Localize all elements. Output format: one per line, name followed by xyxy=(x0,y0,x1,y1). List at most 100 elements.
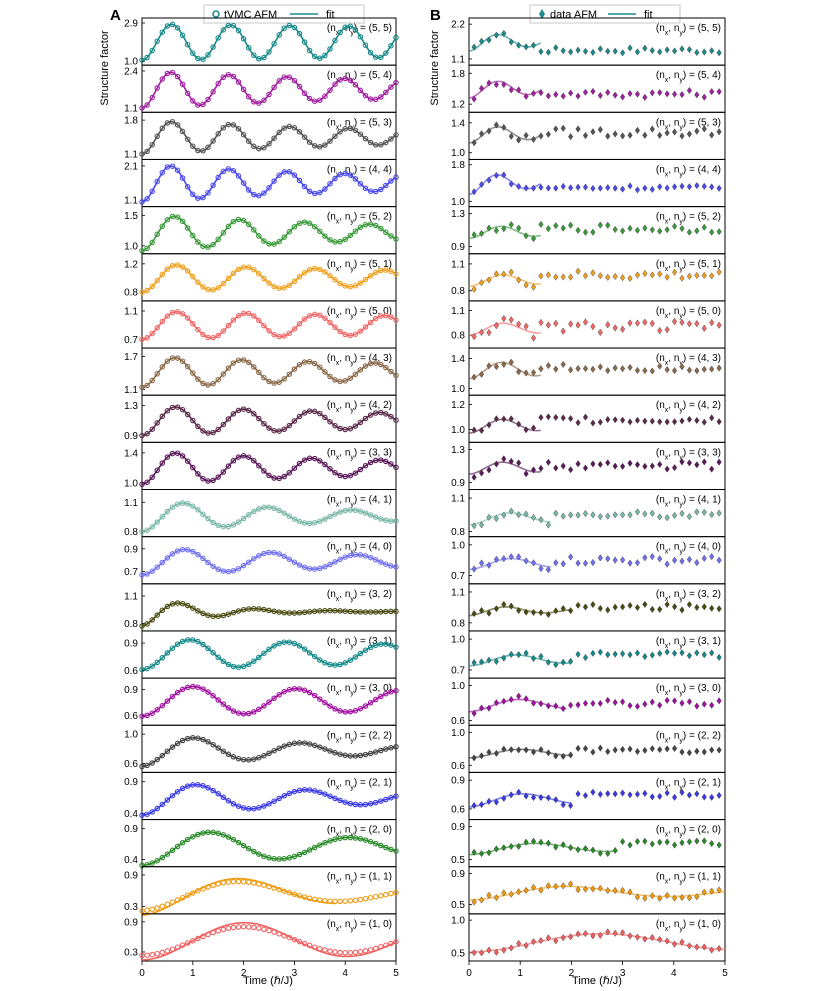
panel-a-point-1-29 xyxy=(286,74,293,80)
panel-b-point-6-10 xyxy=(545,321,551,329)
panel-a-point-5-32 xyxy=(301,269,308,276)
panel-b-point-0-3 xyxy=(493,31,499,39)
panel-b-point-3-27 xyxy=(672,183,678,191)
panel-a-point-14-27 xyxy=(276,691,282,698)
panel-a-point-7-36 xyxy=(322,369,328,375)
panel-b-ytick-label-10-1: 0.8 xyxy=(451,527,465,538)
panel-b-point-0-21 xyxy=(627,44,633,52)
panel-b-subplot-11: 1.00.7(nx, ny) = (4, 0) xyxy=(451,536,726,585)
panel-a-point-15-2 xyxy=(149,760,155,766)
panel-a-point-1-30 xyxy=(291,77,298,84)
panel-b-point-6-13 xyxy=(568,320,574,328)
panel-a-point-17-26 xyxy=(271,855,277,862)
panel-a-point-5-27 xyxy=(276,285,282,291)
panel-a-point-6-34 xyxy=(311,311,318,318)
panel-b-point-18-18 xyxy=(605,886,611,895)
panel-a-point-17-11 xyxy=(195,831,201,838)
panel-b-point-7-30 xyxy=(694,367,700,375)
panel-a-point-15-27 xyxy=(276,745,282,752)
panel-a-point-15-20 xyxy=(240,756,247,763)
panel-a-point-13-23 xyxy=(256,654,262,661)
panel-a-point-0-46 xyxy=(372,54,379,60)
panel-b-point-1-2 xyxy=(486,79,492,87)
panel-a-point-6-17 xyxy=(225,322,232,329)
panel-a-point-10-32 xyxy=(301,520,308,526)
panel-a-point-11-37 xyxy=(327,561,333,568)
panel-a-point-12-9 xyxy=(184,602,191,609)
panel-b-point-15-24 xyxy=(649,745,655,753)
panel-b-point-5-33 xyxy=(716,268,722,276)
panel-b-point-14-28 xyxy=(679,699,685,707)
panel-a-point-5-43 xyxy=(357,280,364,286)
panel-b-point-17-0 xyxy=(471,848,477,856)
panel-a-point-14-29 xyxy=(286,686,293,693)
panel-a-point-6-3 xyxy=(154,325,160,331)
panel-b-point-1-12 xyxy=(560,92,566,100)
panel-b-point-14-8 xyxy=(530,699,537,707)
panel-b-ytick-label-7-1: 1.0 xyxy=(451,384,465,395)
panel-a-point-15-47 xyxy=(378,747,384,754)
panel-a-point-13-9 xyxy=(184,637,191,643)
panel-a-point-15-18 xyxy=(230,754,237,760)
panel-b-point-6-24 xyxy=(649,319,655,328)
panel-a-point-14-23 xyxy=(256,706,262,713)
panel-a-point-12-39 xyxy=(337,608,343,614)
panel-b-point-10-10 xyxy=(545,521,551,529)
panel-b-point-10-17 xyxy=(597,512,603,521)
panel-a-point-9-11 xyxy=(195,471,201,477)
panel-b-point-11-11 xyxy=(553,559,559,567)
panel-a-point-7-4 xyxy=(159,364,166,370)
panel-a-point-13-36 xyxy=(322,660,328,666)
panel-b-point-15-21 xyxy=(627,745,633,753)
panel-b-point-12-4 xyxy=(501,600,507,608)
panel-b-point-16-13 xyxy=(568,802,574,810)
panel-b-label-1: (nx, ny) = (5, 4) xyxy=(656,70,721,84)
panel-a-point-15-29 xyxy=(286,741,293,748)
panel-b-point-7-28 xyxy=(679,363,685,371)
panel-a-point-10-31 xyxy=(296,518,303,525)
panel-b-point-19-13 xyxy=(568,933,574,941)
panel-a-point-16-5 xyxy=(164,797,171,803)
panel-b-point-10-7 xyxy=(523,510,529,518)
panel-a-point-5-10 xyxy=(190,273,196,280)
panel-b-point-10-33 xyxy=(716,509,722,517)
panel-b-point-19-6 xyxy=(516,939,522,947)
panel-b-point-3-9 xyxy=(538,183,544,191)
panel-b-point-15-2 xyxy=(486,748,492,756)
panel-a-ytick-label-10-0: 1.1 xyxy=(124,498,138,509)
panel-b-point-10-26 xyxy=(664,514,670,522)
panel-a-point-5-34 xyxy=(311,265,318,272)
panel-b-point-19-4 xyxy=(501,946,507,954)
panel-a-subplot-6: 1.10.7(nx, ny) = (5, 0) xyxy=(124,300,399,349)
panel-b-point-16-23 xyxy=(642,789,648,797)
panel-a-point-7-1 xyxy=(144,382,150,389)
panel-a-point-0-15 xyxy=(215,35,221,41)
panel-a-point-15-28 xyxy=(281,743,287,749)
panel-b-point-13-2 xyxy=(486,656,492,664)
panel-b-point-17-14 xyxy=(575,846,581,854)
panel-b-point-8-17 xyxy=(597,418,603,426)
panel-b-xtick-label-0: 0 xyxy=(466,968,472,979)
panel-a-point-14-48 xyxy=(383,690,389,697)
panel-a-point-14-3 xyxy=(154,707,160,713)
panel-a-point-7-33 xyxy=(306,358,313,365)
panel-b-point-10-21 xyxy=(627,511,633,519)
panel-b-point-14-21 xyxy=(627,702,633,710)
panel-a-point-13-19 xyxy=(235,664,242,670)
panel-b-point-18-29 xyxy=(686,894,692,902)
panel-a-point-19-1 xyxy=(144,952,150,958)
panel-a-point-5-48 xyxy=(383,267,389,273)
panel-a-point-13-31 xyxy=(296,643,303,649)
panel-b-point-11-1 xyxy=(478,559,485,567)
panel-a-point-12-45 xyxy=(367,609,374,615)
panel-a-point-12-47 xyxy=(378,609,384,615)
panel-b-point-14-23 xyxy=(642,700,648,708)
panel-a-point-1-37 xyxy=(327,87,333,93)
panel-a-point-18-29 xyxy=(286,889,293,896)
panel-a-point-9-3 xyxy=(154,467,160,474)
panel-b-markers-8 xyxy=(471,413,722,435)
panel-a-point-4-11 xyxy=(195,239,201,245)
panel-a-point-6-44 xyxy=(362,324,369,330)
panel-b-point-9-30 xyxy=(694,461,700,469)
panel-a-point-2-46 xyxy=(372,142,379,148)
